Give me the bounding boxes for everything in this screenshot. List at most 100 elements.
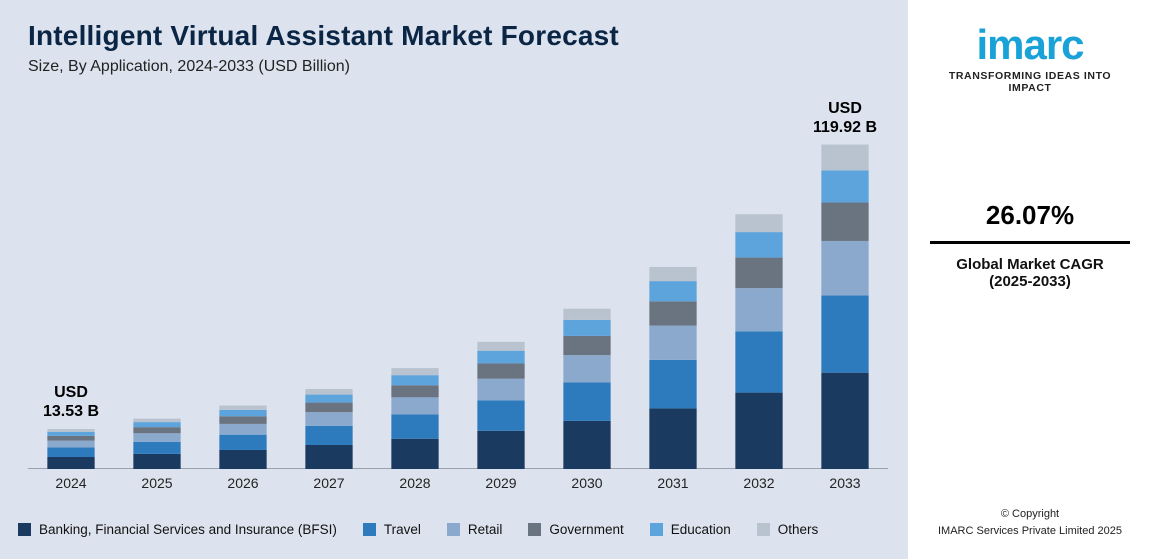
bar-segment <box>563 309 610 320</box>
x-tick-label: 2032 <box>716 475 802 499</box>
bar-segment <box>649 301 696 325</box>
bar-segment <box>821 296 868 373</box>
bar-segment <box>649 281 696 301</box>
stacked-bar-chart <box>28 100 888 469</box>
bar-segment <box>649 408 696 469</box>
bar-segment <box>219 416 266 424</box>
bar-segment <box>305 389 352 395</box>
bar-segment <box>735 232 782 257</box>
copyright-line2: IMARC Services Private Limited 2025 <box>908 523 1152 540</box>
bar-segment <box>47 432 94 436</box>
bar-segment <box>477 431 524 469</box>
bar-segment <box>219 406 266 410</box>
bar-segment <box>47 436 94 441</box>
legend-item: Government <box>528 522 623 537</box>
legend-swatch <box>528 523 541 536</box>
bar-segment <box>305 445 352 469</box>
x-tick-label: 2024 <box>28 475 114 499</box>
bar-segment <box>391 385 438 397</box>
bar-segment <box>305 426 352 445</box>
bar-segment <box>219 424 266 435</box>
bar-segment <box>305 403 352 413</box>
bar-segment <box>735 393 782 469</box>
bar-segment <box>477 400 524 431</box>
copyright-line1: © Copyright <box>908 506 1152 523</box>
bar-segment <box>47 447 94 457</box>
legend-swatch <box>363 523 376 536</box>
bar-segment <box>47 441 94 448</box>
bar-segment <box>133 419 180 423</box>
bar-segment <box>47 457 94 469</box>
cagr-label-1: Global Market CAGR <box>926 256 1134 273</box>
svg-text:982048: 982048 <box>1058 454 1118 474</box>
legend-label: Education <box>671 522 731 537</box>
bar-segment <box>133 442 180 454</box>
bar-segment <box>47 429 94 432</box>
logo-wordmark: imarc <box>926 24 1134 66</box>
chart-subtitle: Size, By Application, 2024-2033 (USD Bil… <box>28 58 888 76</box>
svg-text:500,00: 500,00 <box>968 367 1011 383</box>
logo: imarc TRANSFORMING IDEAS INTO IMPACT <box>926 24 1134 94</box>
x-tick-label: 2031 <box>630 475 716 499</box>
bar-segment <box>563 336 610 355</box>
x-tick-label: 2025 <box>114 475 200 499</box>
copyright: © Copyright IMARC Services Private Limit… <box>908 506 1152 539</box>
plot-area <box>28 100 888 469</box>
bar-segment <box>821 202 868 241</box>
logo-text: imarc <box>976 21 1083 68</box>
legend-item: Others <box>757 522 819 537</box>
bar-segment <box>305 412 352 426</box>
legend-swatch <box>650 523 663 536</box>
cagr-divider <box>930 241 1130 244</box>
bar-segment <box>649 267 696 281</box>
x-tick-label: 2033 <box>802 475 888 499</box>
bar-segment <box>219 410 266 416</box>
bar-segment <box>219 435 266 450</box>
bar-segment <box>219 450 266 469</box>
bar-segment <box>563 355 610 382</box>
bar-segment <box>735 214 782 232</box>
legend-swatch <box>18 523 31 536</box>
bar-segment <box>391 368 438 375</box>
bar-segment <box>477 342 524 351</box>
legend-item: Retail <box>447 522 503 537</box>
chart-title: Intelligent Virtual Assistant Market For… <box>28 20 888 52</box>
bar-segment <box>133 427 180 433</box>
bar-segment <box>391 439 438 469</box>
bar-segment <box>735 258 782 289</box>
bar-segment <box>735 288 782 331</box>
bar-segment <box>391 375 438 385</box>
legend-label: Banking, Financial Services and Insuranc… <box>39 522 337 537</box>
x-axis-labels: 2024202520262027202820292030203120322033 <box>28 475 888 499</box>
x-tick-label: 2026 <box>200 475 286 499</box>
bar-segment <box>391 397 438 414</box>
logo-tagline: TRANSFORMING IDEAS INTO IMPACT <box>926 70 1134 94</box>
bar-segment <box>391 415 438 439</box>
chart-panel: Intelligent Virtual Assistant Market For… <box>0 0 908 559</box>
bar-segment <box>649 326 696 360</box>
legend-item: Travel <box>363 522 421 537</box>
page: Intelligent Virtual Assistant Market For… <box>0 0 1152 559</box>
bar-segment <box>133 454 180 469</box>
bar-segment <box>477 363 524 378</box>
bar-segment <box>133 422 180 427</box>
bar-segment <box>821 241 868 296</box>
bar-segment <box>821 170 868 202</box>
bar-segment <box>563 382 610 421</box>
legend-label: Travel <box>384 522 421 537</box>
x-tick-label: 2027 <box>286 475 372 499</box>
bar-segment <box>133 433 180 442</box>
x-tick-label: 2029 <box>458 475 544 499</box>
legend-swatch <box>757 523 770 536</box>
legend: Banking, Financial Services and Insuranc… <box>18 522 888 537</box>
side-panel: 982048 500,00 imarc TRANSFORMING IDEAS I… <box>908 0 1152 559</box>
bar-segment <box>821 145 868 171</box>
cagr-label-2: (2025-2033) <box>926 273 1134 290</box>
legend-item: Education <box>650 522 731 537</box>
cagr-value: 26.07% <box>926 200 1134 231</box>
bar-segment <box>821 373 868 469</box>
legend-item: Banking, Financial Services and Insuranc… <box>18 522 337 537</box>
bar-segment <box>477 379 524 401</box>
legend-label: Government <box>549 522 623 537</box>
x-tick-label: 2028 <box>372 475 458 499</box>
